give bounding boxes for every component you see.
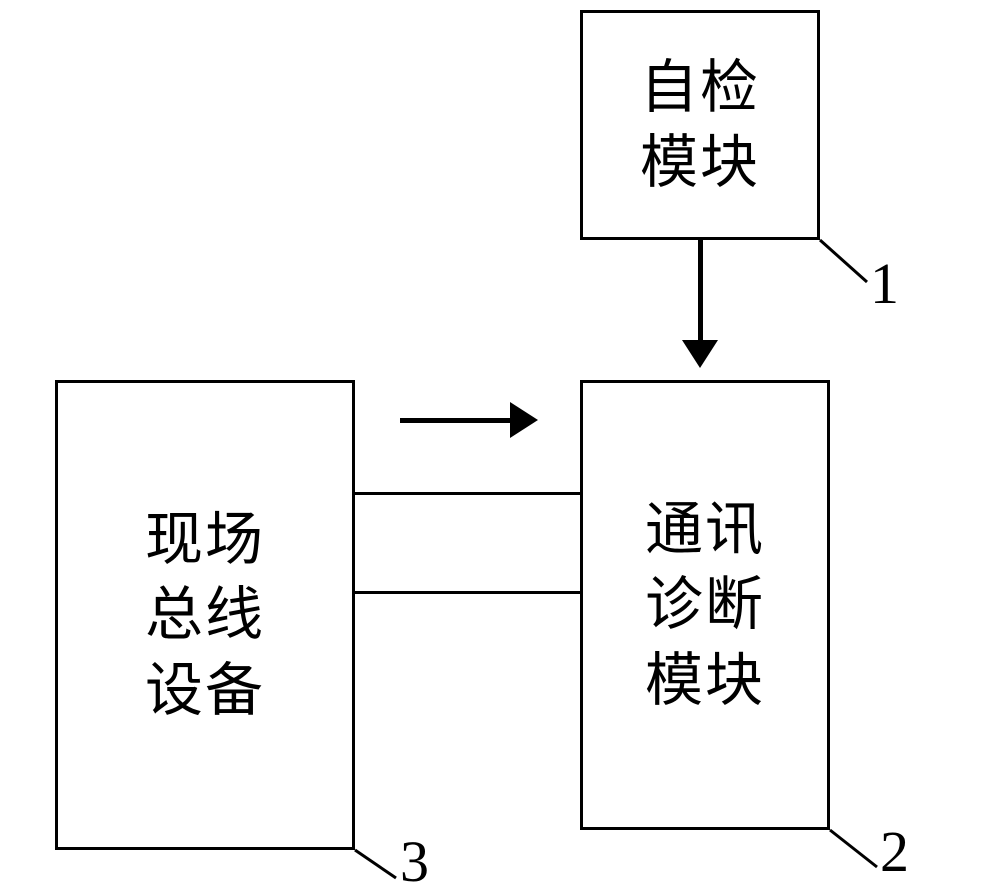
box1-line2: 模块 bbox=[640, 125, 760, 200]
connector-line-2 bbox=[355, 591, 581, 594]
box2-line2: 诊断 bbox=[645, 567, 765, 642]
box3-line2: 总线 bbox=[145, 577, 265, 652]
arrow-box1-to-box2-line bbox=[698, 240, 703, 348]
box1-text: 自检 模块 bbox=[640, 50, 760, 201]
box2-line3: 模块 bbox=[645, 643, 765, 718]
box3-line3: 设备 bbox=[145, 653, 265, 728]
box-self-check-module: 自检 模块 bbox=[580, 10, 820, 240]
box2-line1: 通讯 bbox=[645, 492, 765, 567]
label-3: 3 bbox=[400, 828, 429, 895]
arrow-box3-to-box2-head bbox=[510, 402, 538, 438]
box2-text: 通讯 诊断 模块 bbox=[645, 492, 765, 718]
arrow-box3-to-box2-line bbox=[400, 418, 515, 423]
connector-line-1 bbox=[355, 492, 581, 495]
box3-text: 现场 总线 设备 bbox=[145, 502, 265, 728]
label-2: 2 bbox=[880, 818, 909, 885]
box3-line1: 现场 bbox=[145, 502, 265, 577]
label-1: 1 bbox=[870, 250, 899, 317]
box1-line1: 自检 bbox=[640, 50, 760, 125]
box-communication-diagnosis-module: 通讯 诊断 模块 bbox=[580, 380, 830, 830]
arrow-box1-to-box2-head bbox=[682, 340, 718, 368]
box-field-bus-device: 现场 总线 设备 bbox=[55, 380, 355, 850]
